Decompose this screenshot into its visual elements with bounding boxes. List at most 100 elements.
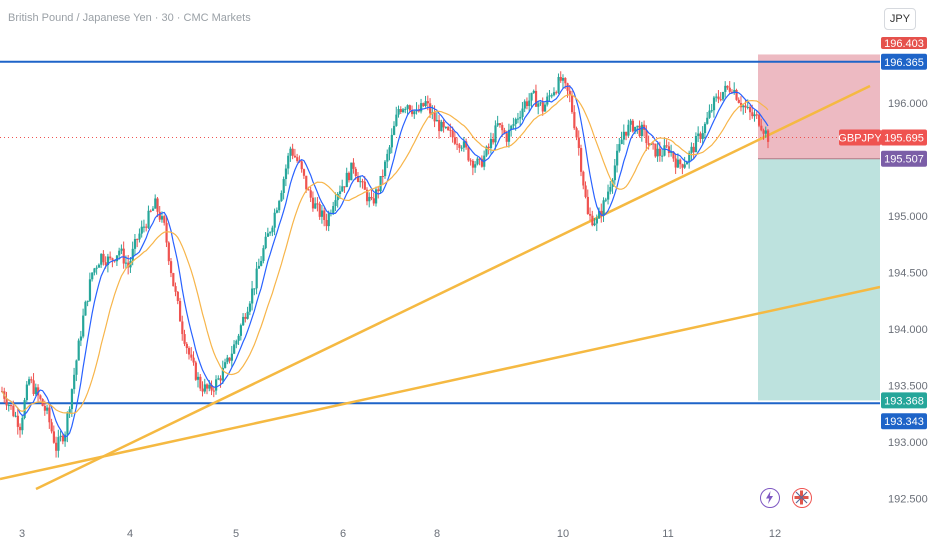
candle-body bbox=[429, 103, 432, 114]
candle-body bbox=[350, 162, 353, 181]
candle-body bbox=[426, 101, 430, 104]
candle-body bbox=[638, 125, 641, 136]
lightning-icon[interactable] bbox=[760, 488, 780, 508]
candle-body bbox=[197, 376, 200, 380]
candle-body bbox=[309, 190, 312, 198]
candle-body bbox=[541, 102, 544, 112]
candle-body bbox=[97, 264, 101, 268]
time-axis[interactable]: 3 4 5 6 8 10 11 12 bbox=[19, 528, 781, 540]
candle-body bbox=[613, 165, 616, 181]
candle-body bbox=[244, 316, 247, 319]
candle-body bbox=[104, 262, 107, 266]
candle-body bbox=[561, 78, 565, 81]
candle-body bbox=[719, 99, 722, 101]
candle-body bbox=[647, 143, 650, 145]
candle-body bbox=[235, 340, 238, 345]
trendline-1[interactable] bbox=[0, 285, 881, 481]
candle-body bbox=[402, 109, 405, 113]
candle-body bbox=[753, 114, 756, 117]
position-zones bbox=[758, 54, 880, 401]
candle-body bbox=[370, 196, 373, 199]
candle-body bbox=[751, 112, 754, 117]
time-tick-label: 5 bbox=[233, 528, 239, 540]
candle-body bbox=[271, 227, 274, 233]
candle-body bbox=[706, 117, 709, 124]
candle-body bbox=[14, 415, 17, 417]
price-axis[interactable]: 192.500 193.000 193.500 194.000 194.500 195.0… bbox=[880, 0, 932, 550]
candle-body bbox=[77, 340, 80, 361]
candle-body bbox=[210, 384, 213, 391]
candle-body bbox=[478, 158, 481, 160]
candle-body bbox=[365, 189, 369, 202]
candle-body bbox=[169, 261, 173, 274]
candle-body bbox=[532, 90, 535, 93]
candle-body bbox=[501, 124, 504, 131]
candle-body bbox=[703, 123, 707, 134]
candle-body bbox=[712, 97, 716, 111]
candle-body bbox=[194, 362, 197, 380]
candle-body bbox=[534, 90, 538, 107]
candle-body bbox=[120, 248, 123, 251]
candle-body bbox=[498, 123, 502, 125]
candle-body bbox=[681, 164, 684, 168]
candle-body bbox=[408, 105, 411, 111]
candle-body bbox=[311, 197, 315, 209]
candle-body bbox=[762, 130, 765, 134]
candle-body bbox=[7, 405, 10, 407]
candle-body bbox=[160, 216, 164, 220]
trendline-0[interactable] bbox=[35, 84, 871, 491]
candle-body bbox=[485, 146, 488, 156]
candle-body bbox=[34, 387, 37, 395]
candle-body bbox=[523, 101, 526, 109]
candle-body bbox=[142, 226, 146, 228]
candle-body bbox=[52, 431, 56, 443]
candle-body bbox=[172, 273, 175, 287]
uk-flag-icon[interactable] bbox=[792, 488, 812, 508]
candle-body bbox=[199, 376, 202, 389]
candle-body bbox=[314, 203, 317, 209]
candle-body bbox=[55, 442, 58, 451]
currency-button[interactable]: JPY bbox=[884, 8, 916, 30]
trendlines bbox=[0, 84, 881, 491]
candle-body bbox=[316, 203, 319, 205]
price-tick-label: 194.500 bbox=[888, 268, 928, 280]
candle-body bbox=[25, 384, 28, 401]
candle-body bbox=[442, 121, 445, 128]
candle-body bbox=[694, 136, 698, 153]
take-profit-zone[interactable] bbox=[758, 158, 880, 401]
candle-body bbox=[363, 181, 366, 190]
candle-body bbox=[255, 268, 258, 289]
candle-body bbox=[374, 189, 378, 204]
candle-body bbox=[253, 288, 256, 290]
price-tick-label: 193.000 bbox=[888, 437, 928, 449]
candle-body bbox=[359, 181, 362, 183]
candle-body bbox=[185, 343, 188, 349]
candle-body bbox=[757, 114, 761, 126]
candle-body bbox=[525, 101, 529, 107]
candle-body bbox=[388, 147, 391, 154]
candle-body bbox=[733, 89, 736, 93]
candle-body bbox=[239, 325, 243, 336]
candle-body bbox=[320, 210, 324, 217]
entry-price-tag: 195.507 bbox=[881, 150, 927, 167]
candle-body bbox=[158, 211, 161, 220]
candle-body bbox=[600, 210, 603, 216]
candle-body bbox=[568, 90, 571, 95]
svg-text:193.368: 193.368 bbox=[884, 395, 924, 407]
candle-body bbox=[264, 236, 267, 249]
candle-body bbox=[192, 357, 195, 363]
candle-body bbox=[233, 344, 236, 354]
candle-body bbox=[467, 147, 470, 161]
candle-body bbox=[514, 119, 517, 125]
candle-body bbox=[341, 186, 344, 192]
candle-body bbox=[404, 108, 407, 110]
candle-body bbox=[124, 262, 128, 264]
candle-body bbox=[217, 378, 220, 380]
candle-body bbox=[595, 218, 598, 224]
candle-body bbox=[622, 131, 626, 140]
candle-body bbox=[248, 303, 252, 312]
candle-body bbox=[347, 172, 351, 181]
svg-text:GBPJPY: GBPJPY bbox=[838, 132, 882, 144]
